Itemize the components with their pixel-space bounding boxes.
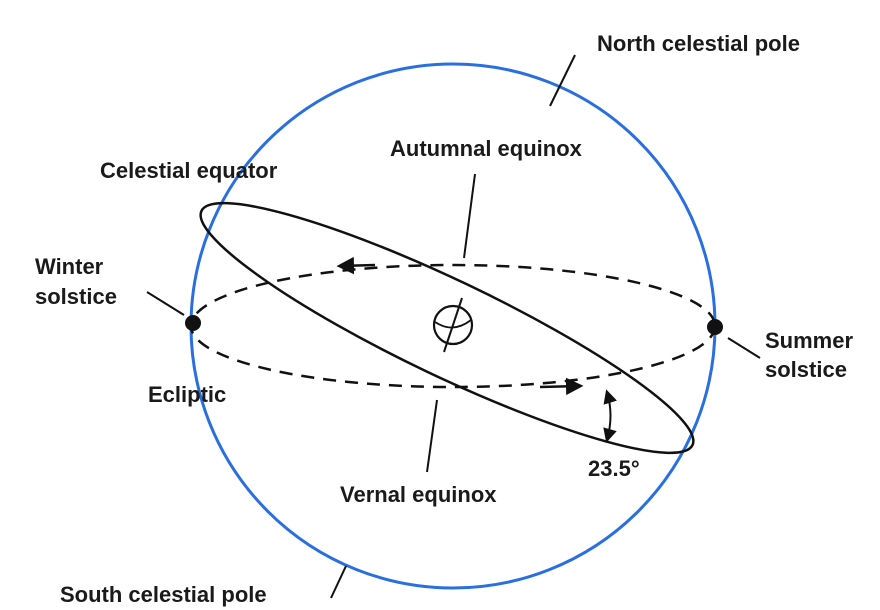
celestial-equator-path	[199, 201, 695, 455]
label: solstice	[765, 357, 847, 382]
label: solstice	[35, 284, 117, 309]
label: Autumnal equinox	[390, 136, 583, 161]
label: North celestial pole	[597, 31, 800, 56]
label: Vernal equinox	[340, 482, 497, 507]
label: 23.5°	[588, 456, 640, 481]
angle-arrow	[603, 389, 617, 443]
label: South celestial pole	[60, 582, 267, 607]
label: Ecliptic	[148, 382, 226, 407]
sun	[432, 297, 474, 353]
ecliptic-arrow	[539, 377, 584, 396]
label: Winter	[35, 254, 104, 279]
summer-solstice-point	[707, 319, 723, 335]
winter-solstice-point	[185, 315, 201, 331]
label: Celestial equator	[100, 158, 278, 183]
label: Summer	[765, 328, 853, 353]
ecliptic-arrow	[336, 256, 376, 275]
leader-lines	[146, 54, 761, 599]
